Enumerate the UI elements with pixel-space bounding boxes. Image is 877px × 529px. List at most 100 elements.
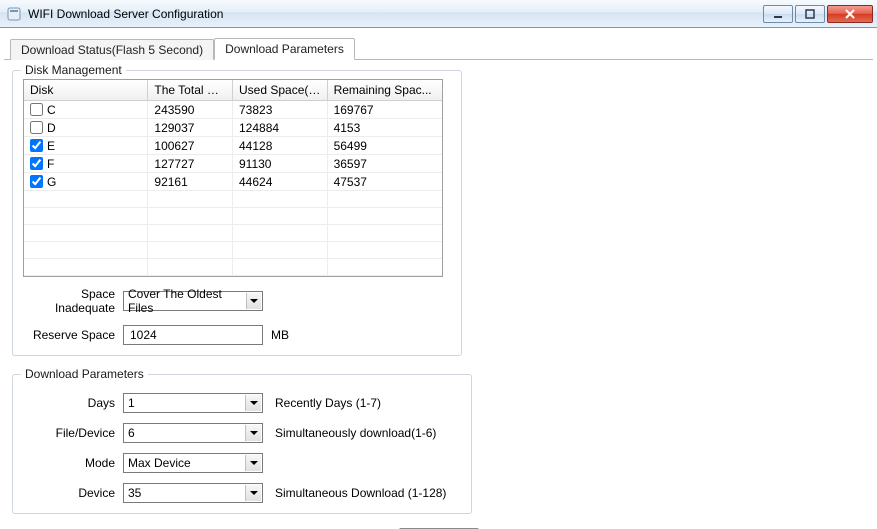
total-cell: 92161 bbox=[148, 173, 233, 190]
empty-cell bbox=[24, 225, 148, 241]
remaining-cell: 36597 bbox=[328, 155, 442, 172]
chevron-down-icon bbox=[245, 425, 261, 441]
file-device-value: 6 bbox=[128, 426, 135, 440]
empty-cell bbox=[24, 242, 148, 258]
used-cell: 44624 bbox=[233, 173, 328, 190]
empty-cell bbox=[148, 191, 233, 207]
col-header-used[interactable]: Used Space(MB) bbox=[233, 80, 328, 100]
disk-letter: C bbox=[47, 103, 56, 117]
remaining-cell: 47537 bbox=[328, 173, 442, 190]
device-label: Device bbox=[23, 486, 123, 500]
days-label: Days bbox=[23, 396, 123, 410]
disk-letter: F bbox=[47, 157, 54, 171]
app-icon bbox=[6, 6, 22, 22]
reserve-space-input-wrap bbox=[123, 325, 263, 345]
tab-download-status[interactable]: Download Status(Flash 5 Second) bbox=[10, 39, 214, 60]
download-parameters-legend: Download Parameters bbox=[21, 367, 148, 381]
chevron-down-icon bbox=[245, 485, 261, 501]
used-cell: 91130 bbox=[233, 155, 328, 172]
file-device-label: File/Device bbox=[23, 426, 123, 440]
tab-bar: Download Status(Flash 5 Second) Download… bbox=[4, 34, 873, 60]
close-button[interactable] bbox=[827, 5, 873, 23]
days-value: 1 bbox=[128, 396, 135, 410]
minimize-button[interactable] bbox=[763, 5, 793, 23]
disk-cell: C bbox=[24, 101, 148, 118]
mode-row: Mode Max Device bbox=[23, 453, 461, 473]
disk-cell: D bbox=[24, 119, 148, 136]
total-cell: 129037 bbox=[148, 119, 233, 136]
mode-combo[interactable]: Max Device bbox=[123, 453, 263, 473]
disk-checkbox[interactable] bbox=[30, 121, 43, 134]
reserve-space-label: Reserve Space bbox=[23, 328, 123, 342]
total-cell: 127727 bbox=[148, 155, 233, 172]
file-device-combo[interactable]: 6 bbox=[123, 423, 263, 443]
window-buttons bbox=[761, 5, 873, 23]
disk-management-legend: Disk Management bbox=[21, 63, 126, 77]
table-row bbox=[24, 225, 442, 242]
client-area: Download Status(Flash 5 Second) Download… bbox=[0, 34, 877, 529]
disk-checkbox[interactable] bbox=[30, 139, 43, 152]
empty-cell bbox=[148, 242, 233, 258]
table-row[interactable]: D1290371248844153 bbox=[24, 119, 442, 137]
disk-table: Disk The Total Spac... Used Space(MB) Re… bbox=[23, 79, 443, 277]
empty-cell bbox=[328, 208, 442, 224]
disk-cell: E bbox=[24, 137, 148, 154]
col-header-disk[interactable]: Disk bbox=[24, 80, 148, 100]
disk-letter: E bbox=[47, 139, 55, 153]
empty-cell bbox=[24, 191, 148, 207]
table-row[interactable]: E1006274412856499 bbox=[24, 137, 442, 155]
disk-management-group: Disk Management Disk The Total Spac... U… bbox=[12, 70, 462, 356]
reserve-space-unit: MB bbox=[271, 328, 289, 342]
empty-cell bbox=[233, 242, 328, 258]
device-combo[interactable]: 35 bbox=[123, 483, 263, 503]
empty-cell bbox=[233, 208, 328, 224]
table-row bbox=[24, 208, 442, 225]
empty-cell bbox=[233, 259, 328, 275]
disk-table-body: C24359073823169767D1290371248844153 E 1006… bbox=[24, 101, 442, 276]
empty-cell bbox=[148, 259, 233, 275]
empty-cell bbox=[233, 225, 328, 241]
file-device-hint: Simultaneously download(1-6) bbox=[275, 426, 436, 440]
space-inadequate-value: Cover The Oldest Files bbox=[128, 287, 246, 315]
tab-download-parameters-label: Download Parameters bbox=[225, 42, 344, 56]
device-hint: Simultaneous Download (1-128) bbox=[275, 486, 446, 500]
empty-cell bbox=[328, 242, 442, 258]
download-parameters-group: Download Parameters Days 1 Recently Days… bbox=[12, 374, 472, 514]
empty-cell bbox=[233, 191, 328, 207]
table-row bbox=[24, 191, 442, 208]
chevron-down-icon bbox=[245, 455, 261, 471]
empty-cell bbox=[328, 225, 442, 241]
table-row[interactable]: G 921614462447537 bbox=[24, 173, 442, 191]
days-combo[interactable]: 1 bbox=[123, 393, 263, 413]
table-row[interactable]: F 1277279113036597 bbox=[24, 155, 442, 173]
chevron-down-icon bbox=[246, 293, 261, 309]
disk-letter: G bbox=[47, 175, 56, 189]
disk-cell: G bbox=[24, 173, 148, 190]
mode-value: Max Device bbox=[128, 456, 191, 470]
empty-cell bbox=[148, 225, 233, 241]
disk-checkbox[interactable] bbox=[30, 157, 43, 170]
maximize-button[interactable] bbox=[795, 5, 825, 23]
table-row bbox=[24, 259, 442, 276]
device-value: 35 bbox=[128, 486, 141, 500]
reserve-space-input[interactable] bbox=[128, 327, 258, 343]
total-cell: 100627 bbox=[148, 137, 233, 154]
used-cell: 44128 bbox=[233, 137, 328, 154]
table-row[interactable]: C24359073823169767 bbox=[24, 101, 442, 119]
empty-cell bbox=[328, 191, 442, 207]
reserve-space-row: Reserve Space MB bbox=[23, 325, 451, 345]
space-inadequate-combo[interactable]: Cover The Oldest Files bbox=[123, 291, 263, 311]
tab-download-parameters[interactable]: Download Parameters bbox=[214, 38, 355, 60]
used-cell: 73823 bbox=[233, 101, 328, 118]
disk-checkbox[interactable] bbox=[30, 175, 43, 188]
days-hint: Recently Days (1-7) bbox=[275, 396, 381, 410]
space-inadequate-row: Space Inadequate Cover The Oldest Files bbox=[23, 287, 451, 315]
col-header-total[interactable]: The Total Spac... bbox=[148, 80, 233, 100]
empty-cell bbox=[24, 259, 148, 275]
remaining-cell: 4153 bbox=[328, 119, 442, 136]
device-row: Device 35 Simultaneous Download (1-128) bbox=[23, 483, 461, 503]
disk-checkbox[interactable] bbox=[30, 103, 43, 116]
empty-cell bbox=[328, 259, 442, 275]
table-row bbox=[24, 242, 442, 259]
col-header-remaining[interactable]: Remaining Spac... bbox=[328, 80, 442, 100]
